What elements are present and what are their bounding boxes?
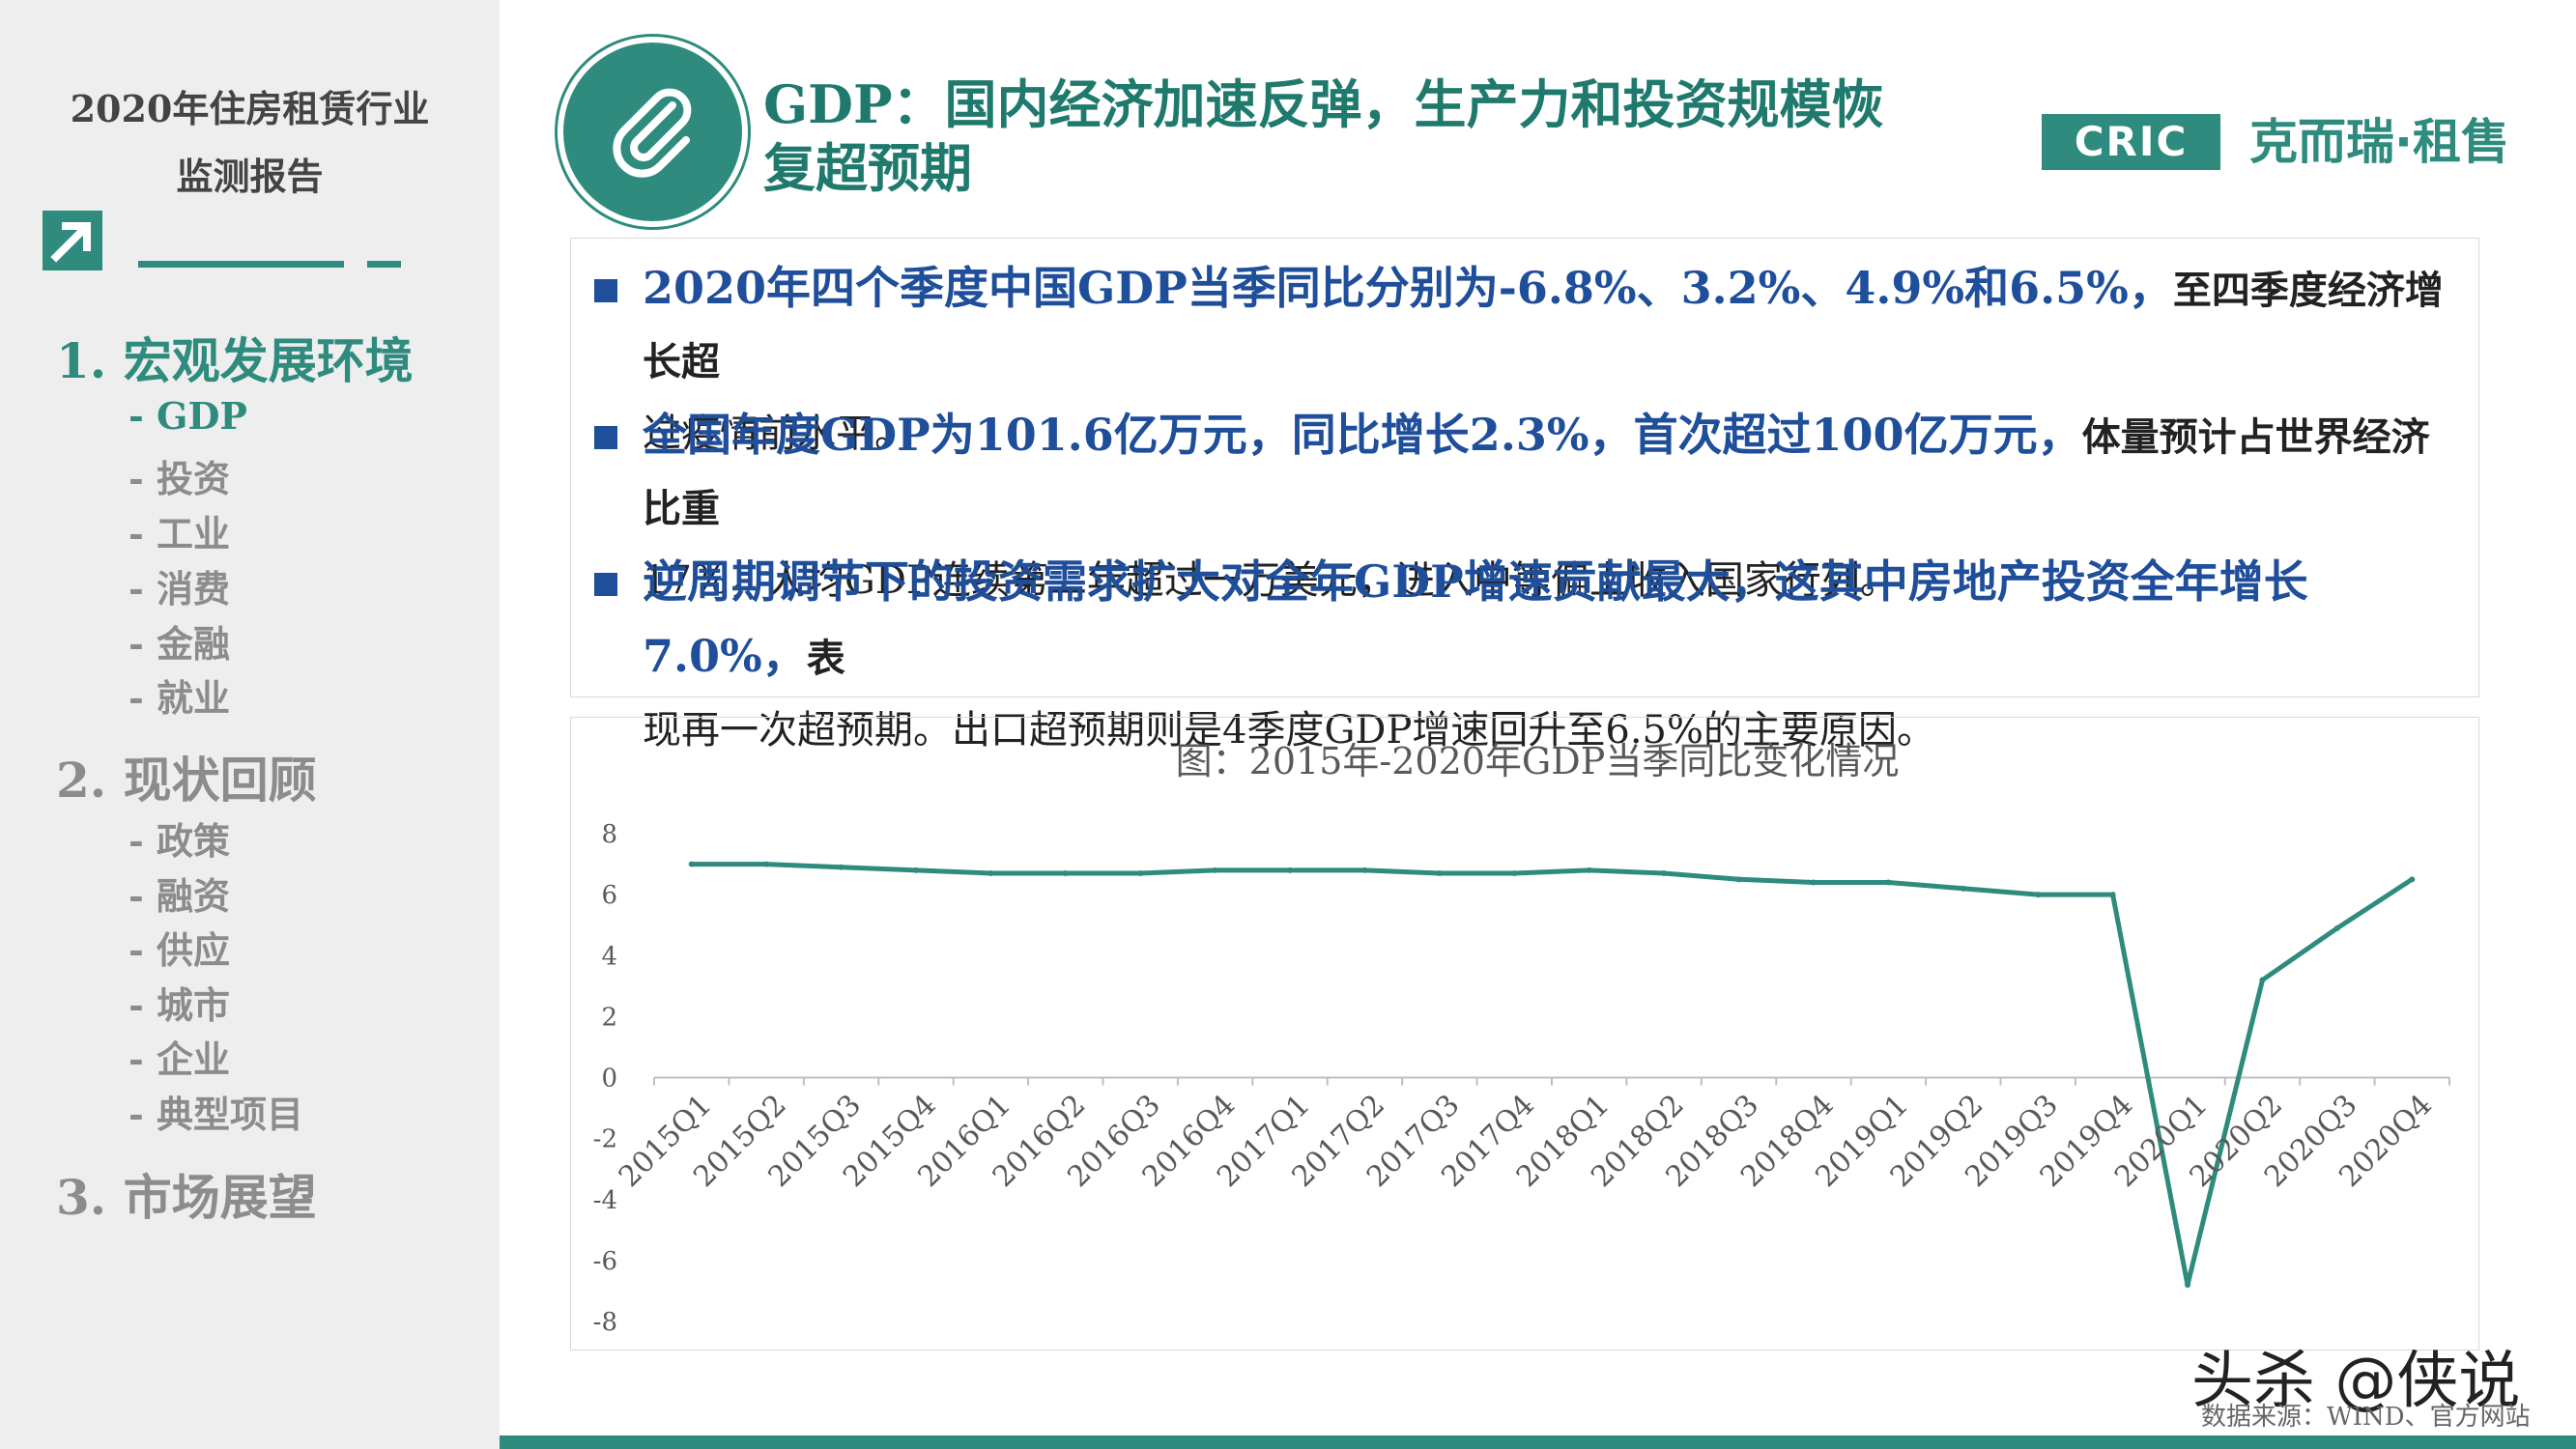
bullet-item: 逆周期调节下的投资需求扩大对全年GDP增速贡献最大，这其中房地产投资全年增长7.… bbox=[594, 546, 2449, 766]
paperclip-icon bbox=[613, 88, 692, 178]
y-tick-label: 4 bbox=[601, 942, 617, 971]
page-title: GDP：国内经济加速反弹，生产力和投资规模恢 复超预期 bbox=[763, 72, 1971, 200]
data-point bbox=[763, 861, 770, 867]
bullet-text-cont: 17%，人均GDP连续第二年超过一万美元，进入中等偏上收入国家行列。 bbox=[643, 558, 1899, 603]
nav-item-policy[interactable]: - 政策 bbox=[129, 819, 231, 863]
data-point bbox=[2333, 924, 2340, 931]
data-point bbox=[2035, 892, 2042, 898]
y-tick-label: -8 bbox=[593, 1308, 617, 1337]
nav-item-industry[interactable]: - 工业 bbox=[129, 512, 231, 555]
report-title: 2020年住房租赁行业 监测报告 bbox=[0, 75, 500, 211]
nav-item-investment[interactable]: - 投资 bbox=[129, 457, 231, 500]
bullet-text-cont: 现再一次超预期。出口超预期则是4季度GDP增速回升至6.5%的主要原因。 bbox=[643, 708, 1936, 753]
data-point bbox=[1287, 867, 1294, 873]
summary-box: 2020年四个季度中国GDP当季同比分别为-6.8%、3.2%、4.9%和6.5… bbox=[570, 238, 2479, 753]
y-tick-label: 2 bbox=[601, 1003, 617, 1032]
bullet-text: 至四季度经济增长超 bbox=[643, 268, 2444, 384]
data-point bbox=[1960, 885, 1966, 892]
nav-item-city[interactable]: - 城市 bbox=[129, 983, 231, 1027]
data-point bbox=[1735, 876, 1742, 883]
nav-section-outlook[interactable]: 3. 市场展望 bbox=[56, 1169, 317, 1226]
footer-bar bbox=[500, 1435, 2576, 1449]
watermark-handle: 头杀 @侠说 bbox=[2191, 1346, 2521, 1417]
data-point bbox=[987, 870, 994, 877]
data-point bbox=[1137, 870, 1144, 877]
nav-item-gdp[interactable]: - GDP bbox=[129, 394, 247, 438]
bullet-highlight: 2020年四个季度中国GDP当季同比分别为-6.8%、3.2%、4.9%和6.5… bbox=[643, 262, 2173, 314]
paperclip-badge bbox=[563, 43, 742, 221]
data-point bbox=[1885, 879, 1892, 886]
bullet-highlight: 逆周期调节下的投资需求扩大对全年GDP增速贡献最大，这其中房地产投资全年增长7.… bbox=[643, 555, 2308, 682]
data-point bbox=[688, 861, 695, 867]
nav-item-employment[interactable]: - 就业 bbox=[129, 676, 231, 720]
data-point bbox=[2409, 876, 2416, 883]
report-title-line2: 监测报告 bbox=[176, 155, 324, 198]
series-line bbox=[691, 862, 2414, 1288]
bullet-text-cont: 过疫情前水平。 bbox=[643, 412, 913, 456]
data-point bbox=[1062, 870, 1069, 877]
chart-title: 图：2015年-2020年GDP当季同比变化情况 bbox=[1176, 740, 1900, 782]
report-title-line1: 2020年住房租赁行业 bbox=[70, 87, 430, 130]
data-point bbox=[1511, 870, 1518, 877]
bullet-item: 2020年四个季度中国GDP当季同比分别为-6.8%、3.2%、4.9%和6.5… bbox=[594, 252, 2449, 469]
data-point bbox=[2185, 1282, 2191, 1289]
data-point bbox=[1436, 870, 1443, 877]
y-tick-label: -4 bbox=[593, 1186, 617, 1215]
nav-item-finance[interactable]: - 金融 bbox=[129, 622, 231, 666]
divider-line bbox=[138, 261, 344, 268]
nav-section-review[interactable]: 2. 现状回顾 bbox=[56, 752, 317, 809]
source-note: 数据来源：WIND、官方网站 bbox=[2201, 1403, 2531, 1432]
nav-item-financing[interactable]: - 融资 bbox=[129, 874, 231, 918]
data-point bbox=[1661, 870, 1668, 877]
data-point bbox=[1810, 879, 1817, 886]
data-point bbox=[2109, 892, 2116, 898]
nav-section-macro[interactable]: 1. 宏观发展环境 bbox=[56, 332, 414, 389]
page-title-line2: 复超预期 bbox=[763, 137, 972, 199]
square-bullet-icon bbox=[594, 279, 617, 302]
data-point bbox=[1212, 867, 1218, 873]
sidebar: 2020年住房租赁行业 监测报告 1. 宏观发展环境 - GDP - 投资 - … bbox=[0, 0, 500, 1449]
brand-name: 克而瑞·租售 bbox=[2249, 114, 2509, 170]
nav-item-consumption[interactable]: - 消费 bbox=[129, 567, 231, 611]
y-tick-label: 0 bbox=[601, 1065, 617, 1094]
nav-item-supply[interactable]: - 供应 bbox=[129, 928, 231, 972]
bullet-text: 体量预计占世界经济比重 bbox=[643, 414, 2430, 531]
divider-dash bbox=[367, 261, 401, 268]
bullet-item: 全国年度GDP为101.6亿万元，同比增长2.3%，首次超过100亿万元，体量预… bbox=[594, 399, 2449, 616]
bullet-text: 表 bbox=[806, 636, 845, 681]
data-point bbox=[1586, 867, 1592, 873]
nav-item-projects[interactable]: - 典型项目 bbox=[129, 1093, 304, 1136]
bullet-highlight: 全国年度GDP为101.6亿万元，同比增长2.3%，首次超过100亿万元， bbox=[643, 409, 2082, 461]
cric-logo: CRIC bbox=[2042, 114, 2220, 170]
chart-panel: 图：2015年-2020年GDP当季同比变化情况 -8 -6 -4 -2 0 2 4 6 8 2… bbox=[570, 717, 2479, 1350]
square-bullet-icon bbox=[594, 426, 617, 449]
y-tick-label: -2 bbox=[593, 1125, 617, 1154]
data-point bbox=[2259, 977, 2266, 983]
square-bullet-icon bbox=[594, 573, 617, 596]
y-tick-label: -6 bbox=[593, 1247, 617, 1276]
data-point bbox=[912, 867, 919, 873]
y-tick-label: 8 bbox=[601, 820, 617, 849]
page-title-line1: GDP：国内经济加速反弹，生产力和投资规模恢 bbox=[763, 73, 1884, 135]
y-tick-label: 6 bbox=[601, 881, 617, 910]
data-point bbox=[838, 864, 844, 870]
data-point bbox=[1361, 867, 1368, 873]
arrow-icon bbox=[43, 211, 102, 270]
nav-item-enterprise[interactable]: - 企业 bbox=[129, 1037, 231, 1081]
